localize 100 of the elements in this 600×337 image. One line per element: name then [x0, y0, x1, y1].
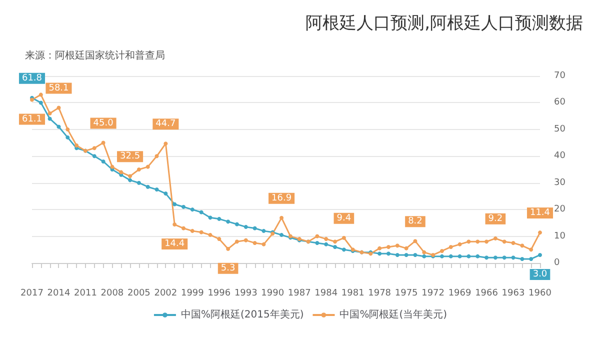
y-tick-label: 30: [554, 178, 566, 188]
point: [92, 154, 96, 158]
point: [101, 159, 106, 164]
point: [154, 154, 159, 158]
x-tick-label: 1975: [394, 288, 418, 298]
point: [252, 240, 257, 245]
point: [484, 256, 489, 260]
point: [324, 242, 328, 246]
point: [280, 232, 284, 237]
point: [234, 240, 239, 244]
point: [119, 170, 124, 174]
x-tick-label: 1966: [475, 288, 498, 298]
data-label: 5.3: [220, 263, 236, 274]
point: [511, 256, 516, 260]
point: [226, 246, 230, 251]
point: [38, 92, 43, 97]
point: [342, 248, 346, 252]
point: [315, 234, 320, 238]
point: [164, 142, 168, 146]
point: [208, 232, 212, 237]
point: [378, 252, 382, 256]
point: [476, 254, 480, 258]
x-tick-label: 1972: [422, 288, 445, 298]
point: [395, 244, 400, 248]
point: [66, 135, 70, 140]
point: [136, 180, 141, 185]
point: [386, 244, 390, 249]
y-tick-label: 50: [554, 124, 566, 134]
y-tick-label: 40: [554, 151, 566, 162]
x-tick-label: 2014: [47, 288, 70, 298]
point: [493, 256, 498, 260]
data-label: 3.0: [532, 269, 548, 280]
point: [422, 250, 426, 254]
data-label: 14.4: [164, 239, 185, 250]
chart-title: 阿根廷人口预测,阿根廷人口预测数据: [306, 14, 583, 34]
x-tick-label: 1963: [502, 288, 525, 298]
x-tick-label: 1999: [180, 288, 204, 298]
point: [386, 252, 390, 256]
x-tick-label: 2017: [20, 288, 44, 298]
point: [476, 240, 480, 244]
x-tick-label: 2005: [127, 288, 150, 298]
point: [146, 184, 150, 189]
x-tick-label: 1990: [261, 288, 284, 298]
data-label: 11.4: [530, 208, 550, 218]
point: [466, 240, 471, 244]
point: [333, 240, 338, 244]
point: [128, 178, 132, 182]
point: [440, 254, 444, 258]
point: [190, 208, 194, 212]
point: [448, 244, 453, 249]
point: [128, 174, 132, 178]
point: [422, 254, 426, 258]
point: [74, 143, 79, 148]
y-tick-label: 0: [554, 258, 560, 268]
y-tick-label: 10: [554, 231, 566, 242]
data-label: 44.7: [156, 119, 176, 130]
point: [217, 216, 222, 221]
point: [146, 164, 150, 169]
point: [413, 239, 418, 244]
point: [395, 252, 400, 257]
point: [164, 192, 168, 196]
x-tick-label: 1969: [448, 288, 472, 298]
data-label: 16.9: [272, 193, 292, 204]
legend-label: 中国%阿根廷(2015年美元): [180, 308, 304, 320]
point: [520, 256, 524, 261]
point: [217, 236, 222, 241]
point: [244, 238, 248, 242]
x-tick-label: 2011: [74, 288, 97, 298]
point: [92, 146, 96, 150]
y-tick-label: 70: [554, 71, 566, 81]
point: [262, 242, 266, 246]
point: [538, 230, 542, 235]
point: [502, 256, 506, 260]
point: [199, 210, 204, 214]
point: [226, 220, 230, 224]
point: [38, 100, 43, 105]
data-label: 32.5: [120, 152, 140, 162]
point: [172, 202, 177, 206]
point: [520, 244, 524, 248]
point: [208, 216, 212, 220]
point: [244, 224, 248, 229]
point: [324, 236, 328, 241]
point: [199, 230, 204, 234]
point: [315, 240, 320, 245]
point: [280, 216, 284, 220]
point: [448, 254, 453, 258]
data-label: 61.8: [22, 73, 42, 84]
x-tick-label: 1984: [314, 288, 338, 298]
point: [56, 124, 61, 129]
legend-label: 中国%阿根廷(当年美元): [340, 308, 448, 320]
point: [182, 226, 186, 230]
point: [252, 226, 257, 230]
point: [262, 228, 266, 233]
y-tick-label: 60: [554, 98, 566, 108]
point: [502, 240, 506, 244]
point: [511, 240, 516, 245]
point: [458, 242, 462, 246]
data-label: 9.2: [488, 214, 503, 224]
point: [110, 164, 114, 169]
point: [529, 256, 534, 261]
